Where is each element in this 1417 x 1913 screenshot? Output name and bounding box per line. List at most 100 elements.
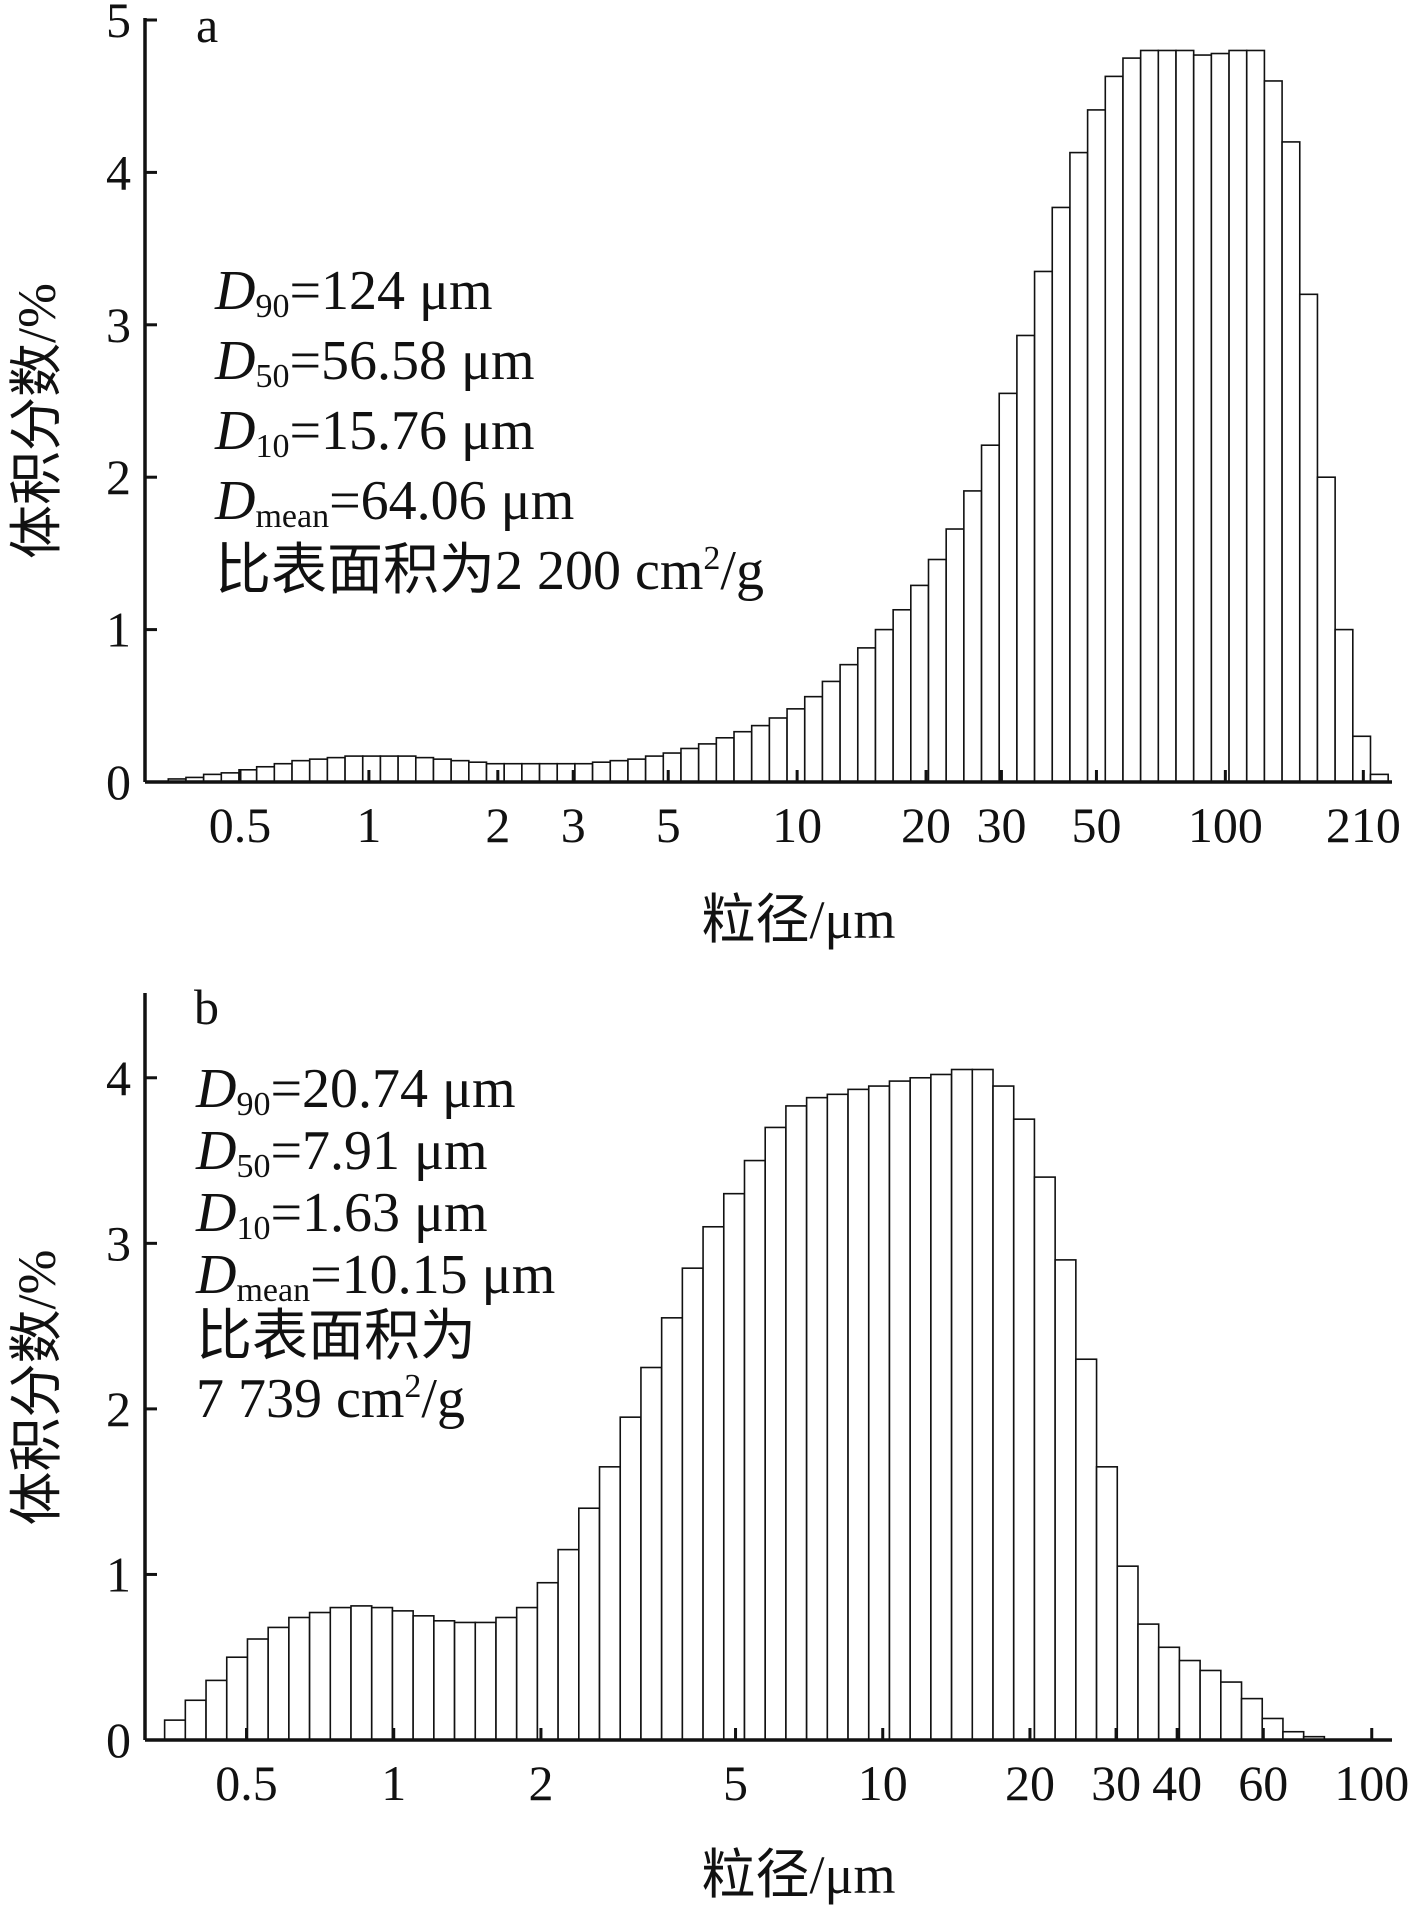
bar: [326, 756, 346, 783]
y-axis-label: 体积分数/%: [7, 1250, 67, 1526]
bar: [1051, 206, 1071, 783]
x-tick-label: 1: [356, 797, 381, 853]
y-tick-label: 3: [106, 297, 131, 353]
bar: [1298, 293, 1319, 783]
y-tick-label: 5: [106, 0, 131, 48]
bar: [273, 762, 293, 783]
bar: [998, 392, 1018, 783]
bar: [910, 584, 930, 783]
y-tick-label: 0: [106, 754, 131, 810]
bar: [536, 1581, 559, 1741]
bar: [1139, 49, 1160, 783]
bar: [1033, 270, 1054, 783]
bar: [768, 717, 788, 783]
bar: [680, 747, 700, 783]
bar: [1261, 1717, 1284, 1741]
annotation-value: =64.06 μm: [329, 470, 574, 532]
bar: [344, 755, 364, 783]
bar: [681, 1267, 704, 1741]
bar: [1240, 1697, 1264, 1741]
bar: [474, 1621, 497, 1741]
annotation-symbol: D: [195, 1120, 236, 1182]
annotation-symbol: D: [195, 1244, 236, 1306]
annotation-subscript: 90: [255, 288, 289, 325]
bar: [945, 528, 965, 783]
bar: [892, 608, 912, 783]
bar: [397, 755, 417, 783]
annotation-line: D50=7.91 μm: [195, 1120, 488, 1185]
annotation-superscript: 2: [404, 1368, 421, 1405]
bar: [267, 1626, 290, 1741]
bar: [971, 1068, 994, 1741]
x-tick-label: 210: [1326, 797, 1401, 853]
bar: [557, 1548, 580, 1741]
bar: [412, 1615, 435, 1741]
annotation-line: Dmean=10.15 μm: [195, 1244, 555, 1309]
annotation-value: =56.58 μm: [289, 330, 534, 392]
annotation-line: 7 739 cm2/g: [196, 1368, 465, 1430]
annotation-text: 比表面积为: [196, 1306, 476, 1368]
annotation-line: D10=1.63 μm: [195, 1182, 488, 1247]
x-tick-label: 2: [485, 797, 510, 853]
bar: [803, 695, 824, 783]
y-axis-label: 体积分数/%: [7, 283, 67, 559]
x-tick-label: 100: [1188, 797, 1263, 853]
bar: [750, 724, 771, 783]
bar: [1033, 1176, 1056, 1741]
bar: [702, 1225, 725, 1741]
bar: [433, 1620, 456, 1741]
bar: [662, 752, 682, 783]
x-tick-label: 0.5: [209, 797, 272, 853]
bar: [370, 1606, 394, 1741]
bar: [350, 1605, 373, 1741]
annotation-subscript: 10: [236, 1210, 270, 1247]
x-tick-label: 20: [1005, 1755, 1055, 1811]
bar: [950, 1068, 974, 1741]
bar: [826, 1093, 849, 1741]
bar: [909, 1076, 932, 1741]
bar: [1199, 1669, 1222, 1741]
bar: [255, 765, 276, 783]
bar: [163, 1719, 187, 1741]
bar: [515, 1606, 539, 1741]
bar: [598, 1466, 622, 1741]
annotation-symbol: D: [214, 400, 255, 462]
bar: [697, 743, 718, 783]
bar: [821, 680, 841, 783]
bar: [980, 444, 1001, 783]
bar: [1316, 476, 1336, 783]
annotation-unit: /g: [421, 1368, 465, 1430]
bar: [992, 1085, 1015, 1741]
bar: [288, 1616, 311, 1741]
annotation-line: 比表面积为2 200 cm2/g: [215, 540, 764, 602]
bar: [722, 1192, 746, 1741]
bar: [450, 759, 470, 783]
annotation-symbol: D: [214, 260, 255, 322]
bar: [644, 755, 665, 783]
bar: [503, 762, 523, 783]
bar: [847, 1088, 870, 1741]
annotation-value: =124 μm: [289, 260, 492, 322]
bar: [1228, 49, 1248, 783]
bar: [764, 1126, 787, 1741]
bar: [1069, 151, 1089, 783]
bar: [1263, 80, 1283, 783]
y-tick-label: 4: [106, 1050, 131, 1106]
bar: [1178, 1659, 1201, 1741]
bar: [574, 762, 594, 783]
bar: [184, 1699, 207, 1741]
bars: [163, 1068, 1326, 1741]
bar: [485, 762, 505, 783]
bar: [1175, 49, 1195, 783]
x-tick-label: 10: [858, 1755, 908, 1811]
bar: [391, 1610, 414, 1741]
x-axis-label: 粒径/μm: [702, 890, 896, 950]
bar: [743, 1159, 766, 1741]
bar: [1334, 628, 1354, 783]
annotation-subscript: 50: [255, 358, 289, 395]
bar: [1157, 49, 1177, 783]
bar: [1137, 1623, 1160, 1741]
bar: [1075, 1358, 1098, 1741]
bar: [1054, 1259, 1077, 1741]
